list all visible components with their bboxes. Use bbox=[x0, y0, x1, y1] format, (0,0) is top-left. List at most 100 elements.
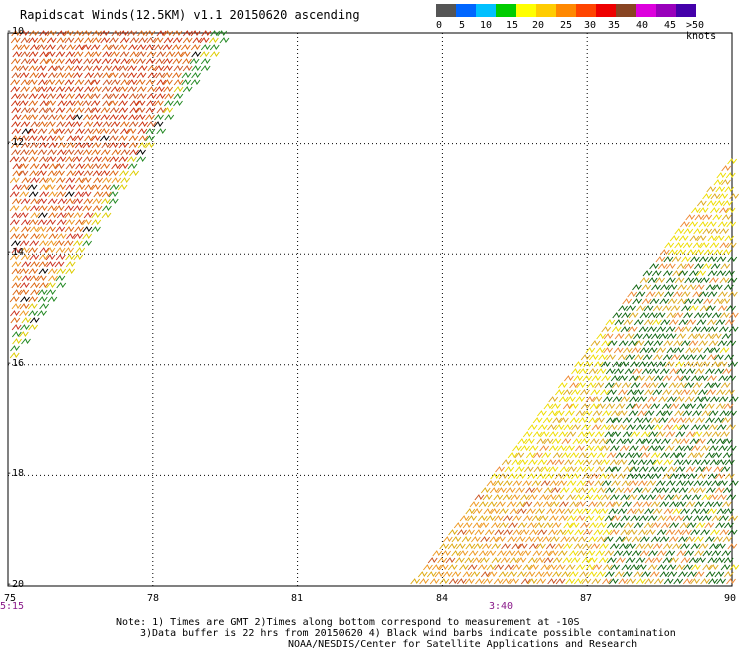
wind-barb bbox=[691, 459, 702, 466]
wind-barb bbox=[64, 86, 75, 93]
wind-barb bbox=[27, 184, 38, 191]
wind-barb bbox=[555, 578, 566, 585]
wind-barb bbox=[610, 410, 621, 417]
wind-barb bbox=[108, 170, 119, 177]
wind-barb bbox=[46, 37, 57, 44]
wind-barb bbox=[57, 198, 68, 205]
wind-barb bbox=[563, 424, 574, 431]
wind-barb bbox=[111, 65, 122, 72]
wind-barb bbox=[672, 508, 682, 515]
wind-barb bbox=[594, 382, 605, 389]
wind-barb bbox=[541, 452, 552, 459]
scale-swatch bbox=[556, 4, 576, 17]
wind-barb bbox=[512, 480, 523, 487]
wind-barb bbox=[637, 480, 648, 487]
scale-swatch bbox=[616, 4, 636, 17]
scale-swatch bbox=[436, 4, 456, 17]
wind-barb bbox=[727, 158, 738, 165]
wind-barb bbox=[136, 156, 147, 163]
wind-barb bbox=[109, 184, 120, 191]
wind-barb bbox=[117, 184, 128, 191]
wind-barb bbox=[605, 319, 616, 326]
wind-barb bbox=[490, 508, 501, 515]
wind-barb bbox=[102, 205, 112, 212]
wind-barb bbox=[533, 466, 544, 473]
wind-barb bbox=[566, 494, 576, 501]
wind-barb bbox=[664, 494, 675, 501]
wind-barb bbox=[584, 466, 595, 473]
wind-barb bbox=[626, 578, 637, 585]
wind-barb bbox=[682, 242, 693, 249]
wind-barb bbox=[716, 172, 727, 179]
wind-barb bbox=[527, 424, 538, 431]
wind-barb bbox=[724, 186, 735, 193]
wind-barb bbox=[620, 326, 631, 333]
wind-barb bbox=[75, 44, 85, 51]
wind-barb bbox=[658, 396, 668, 403]
wind-barb bbox=[684, 550, 694, 557]
wind-barb bbox=[641, 571, 651, 578]
lon-label: 75 bbox=[4, 593, 17, 604]
wind-barb bbox=[465, 529, 475, 536]
wind-barb bbox=[634, 389, 644, 396]
wind-barb bbox=[483, 508, 494, 515]
wind-barb bbox=[706, 186, 717, 193]
wind-barb bbox=[611, 515, 621, 522]
wind-barb bbox=[38, 205, 48, 212]
wind-barb bbox=[574, 529, 585, 536]
wind-barb bbox=[39, 184, 50, 191]
wind-barb bbox=[674, 347, 684, 354]
wind-barb bbox=[698, 291, 709, 298]
wind-barb bbox=[716, 438, 726, 445]
wind-barb bbox=[90, 79, 101, 86]
wind-barb bbox=[73, 149, 84, 156]
wind-barb bbox=[692, 347, 703, 354]
wind-barb bbox=[528, 543, 539, 550]
wind-barb bbox=[658, 417, 669, 424]
wind-barb bbox=[190, 44, 201, 51]
wind-barb bbox=[56, 37, 67, 44]
wind-barb bbox=[552, 452, 563, 459]
wind-barb bbox=[64, 191, 75, 198]
wind-barb bbox=[486, 480, 497, 487]
wind-barb bbox=[462, 522, 473, 529]
wind-barb bbox=[548, 445, 559, 452]
wind-barb bbox=[727, 277, 738, 284]
wind-barb bbox=[29, 163, 40, 170]
wind-barb bbox=[617, 424, 628, 431]
wind-barb bbox=[532, 487, 543, 494]
wind-barb bbox=[655, 256, 666, 263]
wind-barb bbox=[56, 149, 67, 156]
wind-barb bbox=[548, 466, 559, 473]
wind-barb bbox=[726, 445, 737, 452]
wind-barb bbox=[683, 564, 693, 571]
wind-barb bbox=[92, 121, 103, 128]
wind-barb bbox=[690, 578, 700, 585]
wind-barb bbox=[102, 72, 112, 79]
wind-barb bbox=[581, 508, 592, 515]
wind-barb bbox=[119, 121, 130, 128]
wind-barb bbox=[708, 564, 719, 571]
wind-barb bbox=[489, 487, 500, 494]
wind-barb bbox=[574, 459, 585, 466]
wind-barb bbox=[542, 536, 552, 543]
wind-barb bbox=[711, 361, 721, 368]
wind-barb bbox=[137, 65, 148, 72]
wind-barb bbox=[64, 37, 75, 44]
wind-barb bbox=[702, 431, 713, 438]
wind-barb bbox=[91, 219, 102, 226]
wind-barb bbox=[713, 536, 724, 543]
wind-barb bbox=[12, 289, 23, 296]
wind-barb bbox=[73, 100, 84, 107]
wind-barb bbox=[692, 242, 703, 249]
wind-barb bbox=[109, 37, 119, 44]
wind-barb bbox=[527, 494, 538, 501]
wind-barb bbox=[551, 438, 562, 445]
wind-barb bbox=[516, 473, 527, 480]
wind-barb bbox=[647, 396, 658, 403]
wind-barb bbox=[467, 564, 478, 571]
wind-barb bbox=[39, 191, 50, 198]
wind-barb bbox=[693, 228, 704, 235]
wind-barb bbox=[705, 452, 715, 459]
wind-barb bbox=[607, 340, 618, 347]
